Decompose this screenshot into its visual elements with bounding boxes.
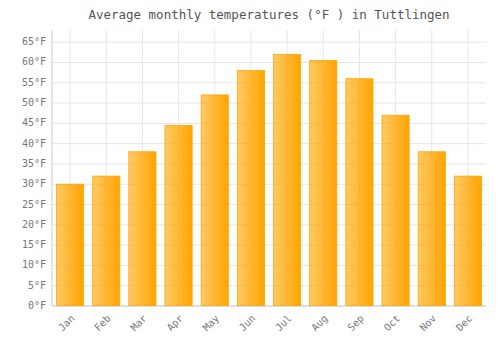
y-tick-label: 25°F: [22, 199, 46, 210]
grid: [52, 30, 486, 306]
bar: [237, 71, 264, 306]
y-tick-label: 45°F: [22, 117, 46, 128]
bar: [165, 125, 192, 306]
y-tick-label: 40°F: [22, 138, 46, 149]
title: Average monthly temperatures (°F ) in Tu…: [88, 7, 449, 22]
y-tick-label: 60°F: [22, 56, 46, 67]
y-grid-line: [52, 82, 486, 83]
y-tick-label: 0°F: [28, 300, 46, 311]
x-tick-label: Aug: [309, 313, 330, 334]
y-tick-label: 5°F: [28, 280, 46, 291]
y-tick-label: 20°F: [22, 219, 46, 230]
bar: [382, 115, 409, 306]
y-tick-label: 30°F: [22, 178, 46, 189]
bar: [418, 152, 445, 306]
bar: [274, 54, 301, 306]
bar: [201, 95, 228, 306]
bar: [129, 152, 156, 306]
bar: [57, 184, 84, 306]
axes: 0°F 5°F 10°F 15°F 20°F 25°F 30°F 35°F 40°F 45°F 50…: [22, 30, 486, 333]
y-grid-line: [52, 143, 486, 144]
y-axis-line: [52, 30, 53, 306]
x-tick-label: Dec: [454, 313, 475, 334]
x-tick-label: Feb: [92, 313, 113, 334]
bar: [454, 176, 481, 306]
x-tick-label: Sep: [345, 313, 366, 334]
y-grid-line: [52, 62, 486, 63]
y-grid-line: [52, 103, 486, 104]
x-tick-label: Nov: [418, 313, 439, 334]
chart: 0°F 5°F 10°F 15°F 20°F 25°F 30°F 35°F 40°F 45°F 50…: [0, 0, 500, 350]
y-tick-label: 50°F: [22, 97, 46, 108]
page: {"chart_data": {"type": "bar", "title": …: [0, 0, 500, 350]
y-tick-label: 35°F: [22, 158, 46, 169]
y-tick-label: 15°F: [22, 239, 46, 250]
x-tick-label: Jun: [237, 313, 258, 334]
x-tick-label: Apr: [165, 313, 186, 334]
bars: [57, 54, 482, 306]
y-tick-label: 65°F: [22, 36, 46, 47]
x-tick-label: May: [201, 313, 222, 334]
bar: [346, 79, 373, 306]
y-tick-label: 10°F: [22, 259, 46, 270]
chart-container: 0°F 5°F 10°F 15°F 20°F 25°F 30°F 35°F 40°F 45°F 50…: [0, 0, 500, 350]
y-grid-line: [52, 123, 486, 124]
x-tick-label: Jul: [273, 313, 294, 334]
bar: [310, 60, 337, 306]
x-tick-label: Jan: [56, 313, 77, 334]
y-tick-label: 55°F: [22, 77, 46, 88]
x-tick-label: Mar: [128, 313, 149, 334]
x-tick-label: Oct: [382, 313, 403, 334]
y-grid-line: [52, 42, 486, 43]
bar: [93, 176, 120, 306]
